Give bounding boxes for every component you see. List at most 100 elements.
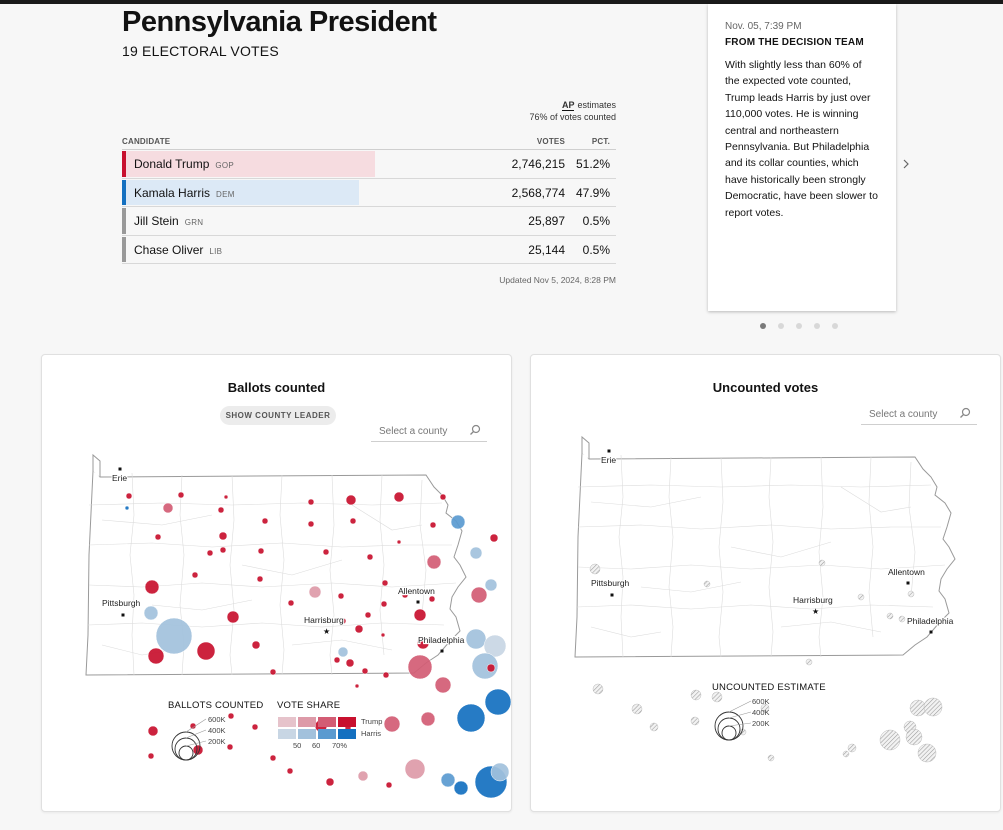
county-bubble[interactable]: [413, 608, 427, 622]
county-bubble[interactable]: [337, 592, 345, 600]
county-bubble[interactable]: [191, 571, 199, 579]
county-bubble[interactable]: [484, 578, 498, 592]
uncounted-bubble[interactable]: [760, 703, 770, 713]
county-bubble[interactable]: [361, 667, 369, 675]
county-bubble[interactable]: [125, 492, 133, 500]
county-bubble[interactable]: [429, 521, 437, 529]
uncounted-bubble[interactable]: [631, 703, 643, 715]
county-bubble[interactable]: [196, 641, 216, 661]
county-bubble[interactable]: [155, 617, 193, 655]
county-bubble[interactable]: [393, 491, 405, 503]
chevron-right-icon[interactable]: [902, 158, 910, 173]
county-bubble[interactable]: [489, 533, 499, 543]
uncounted-bubble[interactable]: [923, 697, 943, 717]
estimates-link[interactable]: estimates: [577, 100, 616, 110]
county-bubble[interactable]: [325, 777, 335, 787]
county-bubble[interactable]: [154, 533, 162, 541]
county-bubble[interactable]: [307, 520, 315, 528]
uncounted-bubble[interactable]: [907, 590, 915, 598]
county-bubble[interactable]: [440, 772, 456, 788]
county-bubble[interactable]: [287, 599, 295, 607]
county-bubble[interactable]: [261, 517, 269, 525]
county-bubble[interactable]: [339, 617, 347, 625]
county-bubble[interactable]: [269, 668, 277, 676]
uncounted-bubble[interactable]: [589, 563, 601, 575]
county-bubble[interactable]: [143, 605, 159, 621]
carousel-dot[interactable]: [796, 323, 802, 329]
county-bubble[interactable]: [486, 663, 496, 673]
carousel-dot[interactable]: [760, 323, 766, 329]
county-bubble[interactable]: [219, 546, 227, 554]
county-bubble[interactable]: [380, 632, 386, 638]
county-bubble[interactable]: [307, 498, 315, 506]
county-bubble[interactable]: [226, 610, 240, 624]
county-bubble[interactable]: [144, 579, 160, 595]
uncounted-bubble[interactable]: [592, 683, 604, 695]
uncounted-bubble[interactable]: [857, 593, 865, 601]
county-bubble[interactable]: [471, 652, 499, 680]
county-bubble[interactable]: [286, 767, 294, 775]
county-bubble[interactable]: [147, 725, 159, 737]
county-bubble[interactable]: [416, 636, 430, 650]
county-bubble[interactable]: [469, 546, 483, 560]
county-bubble[interactable]: [218, 531, 228, 541]
uncounted-bubble[interactable]: [879, 729, 901, 751]
county-bubble[interactable]: [484, 688, 512, 716]
county-bubble[interactable]: [162, 502, 174, 514]
county-bubble[interactable]: [354, 624, 364, 634]
county-bubble[interactable]: [308, 585, 322, 599]
county-bubble[interactable]: [257, 547, 265, 555]
show-county-leader-button[interactable]: SHOW COUNTY LEADER: [220, 406, 336, 425]
uncounted-bubble[interactable]: [703, 580, 711, 588]
county-bubble[interactable]: [428, 595, 436, 603]
uncounted-bubble[interactable]: [690, 716, 700, 726]
county-bubble[interactable]: [401, 591, 409, 599]
uncounted-bubble[interactable]: [767, 754, 775, 762]
uncounted-bubble[interactable]: [711, 691, 723, 703]
county-bubble[interactable]: [407, 654, 433, 680]
county-bubble[interactable]: [251, 640, 261, 650]
county-bubble[interactable]: [147, 647, 165, 665]
county-bubble[interactable]: [470, 586, 488, 604]
county-bubble[interactable]: [439, 493, 447, 501]
county-bubble[interactable]: [223, 494, 229, 500]
county-bubble[interactable]: [426, 554, 442, 570]
county-bubble[interactable]: [364, 611, 372, 619]
carousel-dot[interactable]: [778, 323, 784, 329]
county-bubble[interactable]: [269, 754, 277, 762]
county-bubble[interactable]: [124, 505, 130, 511]
uncounted-county-search[interactable]: [861, 405, 977, 425]
uncounted-bubble[interactable]: [886, 612, 894, 620]
uncounted-bubble[interactable]: [805, 658, 813, 666]
uncounted-bubble[interactable]: [690, 689, 702, 701]
uncounted-bubble[interactable]: [905, 728, 923, 746]
county-bubble[interactable]: [383, 715, 401, 733]
county-bubble[interactable]: [385, 781, 393, 789]
search-icon[interactable]: [959, 407, 971, 422]
uncounted-bubble[interactable]: [818, 559, 826, 567]
uncounted-bubble[interactable]: [917, 743, 937, 763]
county-bubble[interactable]: [217, 506, 225, 514]
uncounted-bubble[interactable]: [898, 615, 906, 623]
county-bubble[interactable]: [453, 780, 469, 796]
county-bubble[interactable]: [465, 628, 487, 650]
county-bubble[interactable]: [404, 758, 426, 780]
county-bubble[interactable]: [177, 491, 185, 499]
county-bubble[interactable]: [456, 703, 486, 733]
uncounted-bubble[interactable]: [909, 699, 927, 717]
uncounted-county-search-input[interactable]: [861, 405, 956, 423]
county-bubble[interactable]: [381, 579, 389, 587]
county-bubble[interactable]: [396, 539, 402, 545]
county-bubble[interactable]: [382, 671, 390, 679]
county-bubble[interactable]: [345, 494, 357, 506]
uncounted-bubble[interactable]: [649, 722, 659, 732]
county-bubble[interactable]: [206, 549, 214, 557]
search-icon[interactable]: [469, 424, 481, 439]
county-bubble[interactable]: [483, 634, 507, 658]
county-bubble[interactable]: [357, 770, 369, 782]
uncounted-bubble[interactable]: [842, 750, 850, 758]
uncounted-bubble[interactable]: [847, 743, 857, 753]
county-bubble[interactable]: [256, 575, 264, 583]
county-bubble[interactable]: [380, 600, 388, 608]
county-bubble[interactable]: [366, 553, 374, 561]
